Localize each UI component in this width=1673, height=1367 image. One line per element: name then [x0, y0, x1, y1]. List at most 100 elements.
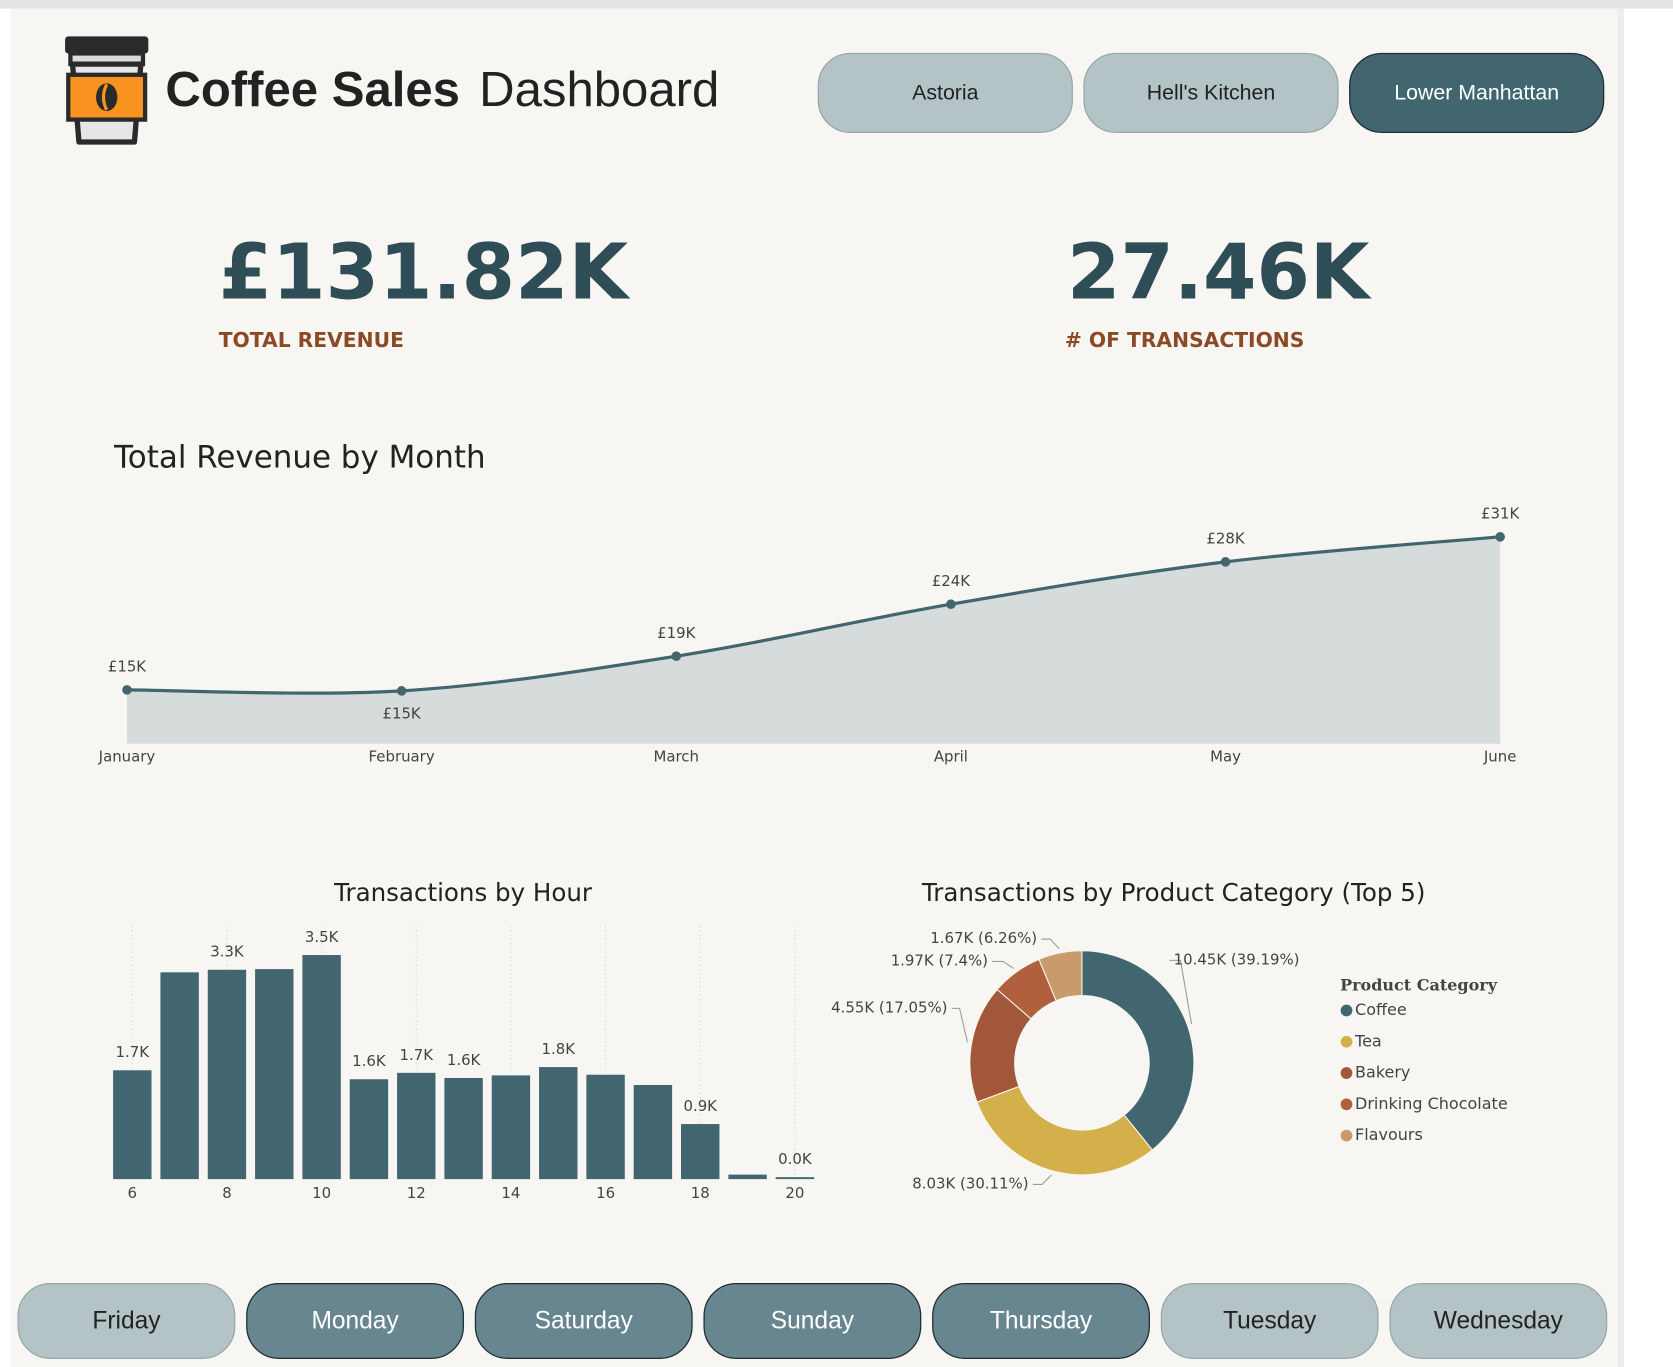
leader-line	[1041, 938, 1060, 950]
data-label: £31K	[1481, 504, 1520, 522]
button-shape[interactable]	[1389, 1283, 1608, 1359]
button-label[interactable]: Astoria	[912, 81, 979, 105]
button-shape[interactable]	[932, 1283, 1150, 1359]
data-label: £19K	[657, 624, 696, 642]
data-label: 1.7K	[400, 1046, 435, 1064]
legend-title: Product Category	[1340, 975, 1498, 994]
data-label: 3.5K	[305, 928, 340, 946]
x-tick-label: 10	[312, 1184, 331, 1202]
leader-line	[1032, 1174, 1052, 1185]
legend-label: Drinking Chocolate	[1355, 1094, 1508, 1113]
slicer-button[interactable]: Monday	[246, 1283, 465, 1359]
bar	[160, 972, 199, 1180]
title-main: Coffee Sales	[165, 63, 460, 117]
chart-title: Total Revenue by Month	[113, 439, 485, 475]
x-tick-label: 14	[501, 1184, 520, 1202]
point	[1220, 557, 1231, 567]
chart-title: Transactions by Hour	[333, 878, 593, 907]
data-label: 1.6K	[447, 1051, 482, 1069]
slicer-button[interactable]: Tuesday	[1160, 1283, 1379, 1359]
data-label: £15K	[382, 704, 421, 722]
kpi-label: TOTAL REVENUE	[219, 328, 404, 352]
bar	[586, 1074, 625, 1180]
point	[122, 685, 132, 695]
top-bar	[0, 0, 1673, 9]
data-label: 3.3K	[210, 943, 245, 961]
button-shape[interactable]	[246, 1283, 465, 1359]
bar	[775, 1177, 815, 1180]
button-shape[interactable]	[1083, 52, 1339, 134]
legend-marker	[1340, 1035, 1353, 1048]
button-label[interactable]: Saturday	[535, 1308, 634, 1335]
bar	[491, 1075, 531, 1180]
x-tick-label: April	[934, 748, 968, 766]
x-tick-label: May	[1210, 748, 1241, 766]
point	[1495, 532, 1505, 542]
data-label: 1.97K (7.4%)	[891, 951, 988, 969]
button-label[interactable]: Sunday	[771, 1308, 855, 1335]
button-label[interactable]: Hell's Kitchen	[1147, 81, 1276, 105]
legend-label: Flavours	[1355, 1125, 1423, 1144]
slicer-button[interactable]: Friday	[17, 1283, 236, 1359]
data-label: 1.67K (6.26%)	[930, 929, 1037, 947]
x-tick-label: 8	[222, 1184, 232, 1202]
slicer-button[interactable]: Thursday	[932, 1283, 1150, 1359]
data-label: 1.8K	[541, 1040, 576, 1058]
bar	[397, 1072, 436, 1180]
bar	[255, 969, 294, 1180]
bar	[113, 1070, 152, 1180]
data-label: £15K	[108, 657, 147, 675]
button-label[interactable]: Thursday	[990, 1308, 1093, 1335]
bar	[207, 969, 247, 1180]
button-shape[interactable]	[703, 1283, 922, 1359]
bar	[444, 1077, 483, 1180]
data-label: 4.55K (17.05%)	[831, 998, 947, 1016]
button-label[interactable]: Friday	[92, 1308, 161, 1335]
x-tick-label: 16	[596, 1184, 615, 1202]
x-tick-label: 12	[407, 1184, 426, 1202]
legend-marker	[1340, 1067, 1353, 1079]
kpi-label: # OF TRANSACTIONS	[1065, 328, 1305, 352]
button-shape[interactable]	[1160, 1283, 1379, 1359]
bar	[539, 1067, 578, 1180]
leader-line	[951, 1007, 968, 1043]
slicer-button[interactable]: Lower Manhattan	[1349, 52, 1605, 134]
button-label[interactable]: Wednesday	[1434, 1308, 1564, 1335]
donut-slice	[1038, 950, 1083, 1002]
button-label[interactable]: Lower Manhattan	[1394, 81, 1559, 105]
slicer-button[interactable]: Wednesday	[1389, 1283, 1608, 1359]
legend-marker	[1340, 1098, 1353, 1111]
x-tick-label: January	[98, 748, 156, 766]
x-tick-label: 18	[691, 1184, 710, 1202]
bar	[349, 1079, 389, 1180]
x-tick-label: 20	[785, 1184, 804, 1202]
button-shape[interactable]	[817, 52, 1073, 134]
bar	[302, 955, 341, 1180]
button-label[interactable]: Tuesday	[1223, 1308, 1317, 1335]
leader-line	[992, 960, 1015, 969]
slicer-button[interactable]: Hell's Kitchen	[1083, 52, 1339, 134]
area-fill	[126, 536, 1501, 744]
button-label[interactable]: Monday	[311, 1308, 399, 1335]
legend-label: Tea	[1354, 1031, 1382, 1050]
button-shape[interactable]	[474, 1283, 693, 1359]
legend-marker	[1340, 1004, 1353, 1017]
data-label: 1.6K	[352, 1052, 387, 1070]
donut-slice	[976, 1085, 1154, 1176]
donut-slice	[1081, 950, 1195, 1151]
data-label: 0.9K	[683, 1097, 718, 1115]
legend-marker	[1340, 1129, 1353, 1142]
data-label: 1.7K	[116, 1043, 151, 1061]
slicer-button[interactable]: Astoria	[817, 52, 1073, 134]
button-shape[interactable]	[17, 1283, 236, 1359]
slicer-button[interactable]: Sunday	[703, 1283, 922, 1359]
chart-title: Transactions by Product Category (Top 5)	[921, 878, 1426, 907]
data-label: 8.03K (30.11%)	[912, 1174, 1028, 1192]
point	[946, 599, 956, 610]
dashboard-title: Coffee Sales Dashboard	[165, 63, 719, 117]
button-shape[interactable]	[1349, 52, 1605, 134]
kpi-value: 27.46K	[1067, 229, 1372, 318]
slicer-button[interactable]: Saturday	[474, 1283, 693, 1359]
